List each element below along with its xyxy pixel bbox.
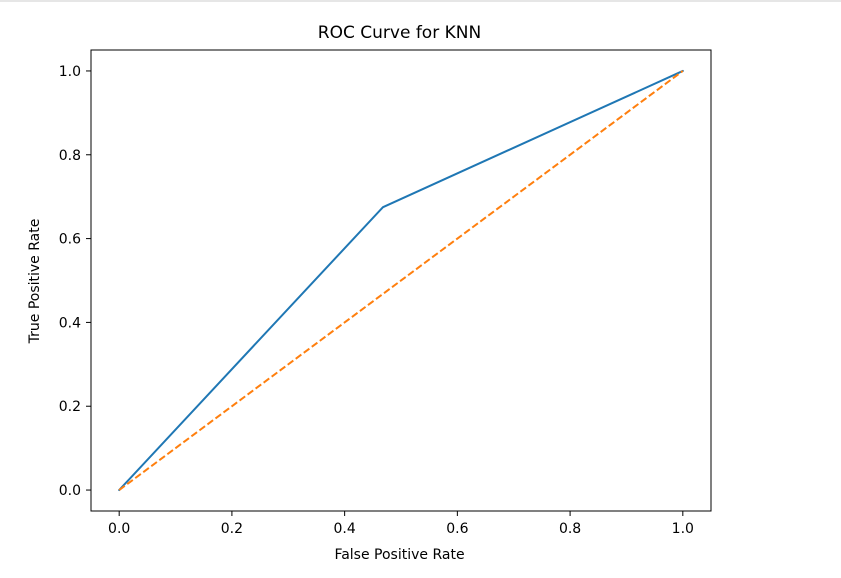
x-tick-label: 1.0: [672, 521, 694, 537]
x-axis-label: False Positive Rate: [334, 547, 464, 563]
y-axis-ticks: 0.0 0.2 0.4 0.6 0.8 1.0: [59, 64, 91, 499]
y-tick-label: 0.0: [59, 483, 81, 499]
top-divider: [0, 0, 841, 2]
y-axis-label: True Positive Rate: [27, 219, 43, 345]
x-axis-ticks: 0.0 0.2 0.4 0.6 0.8 1.0: [108, 511, 694, 537]
y-tick-label: 0.8: [59, 148, 81, 164]
y-tick-label: 0.2: [59, 399, 81, 415]
y-tick-label: 0.4: [59, 315, 81, 331]
series-layer: [118, 69, 684, 492]
chance-diagonal-line: [118, 70, 684, 491]
x-tick-label: 0.4: [334, 521, 356, 537]
y-tick-label: 1.0: [59, 64, 81, 80]
x-tick-label: 0.8: [559, 521, 581, 537]
roc-curve-line: [118, 69, 684, 492]
x-tick-label: 0.2: [221, 521, 243, 537]
y-tick-label: 0.6: [59, 232, 81, 248]
x-tick-label: 0.6: [446, 521, 468, 537]
chart-title: ROC Curve for KNN: [318, 23, 481, 43]
x-tick-label: 0.0: [108, 521, 130, 537]
